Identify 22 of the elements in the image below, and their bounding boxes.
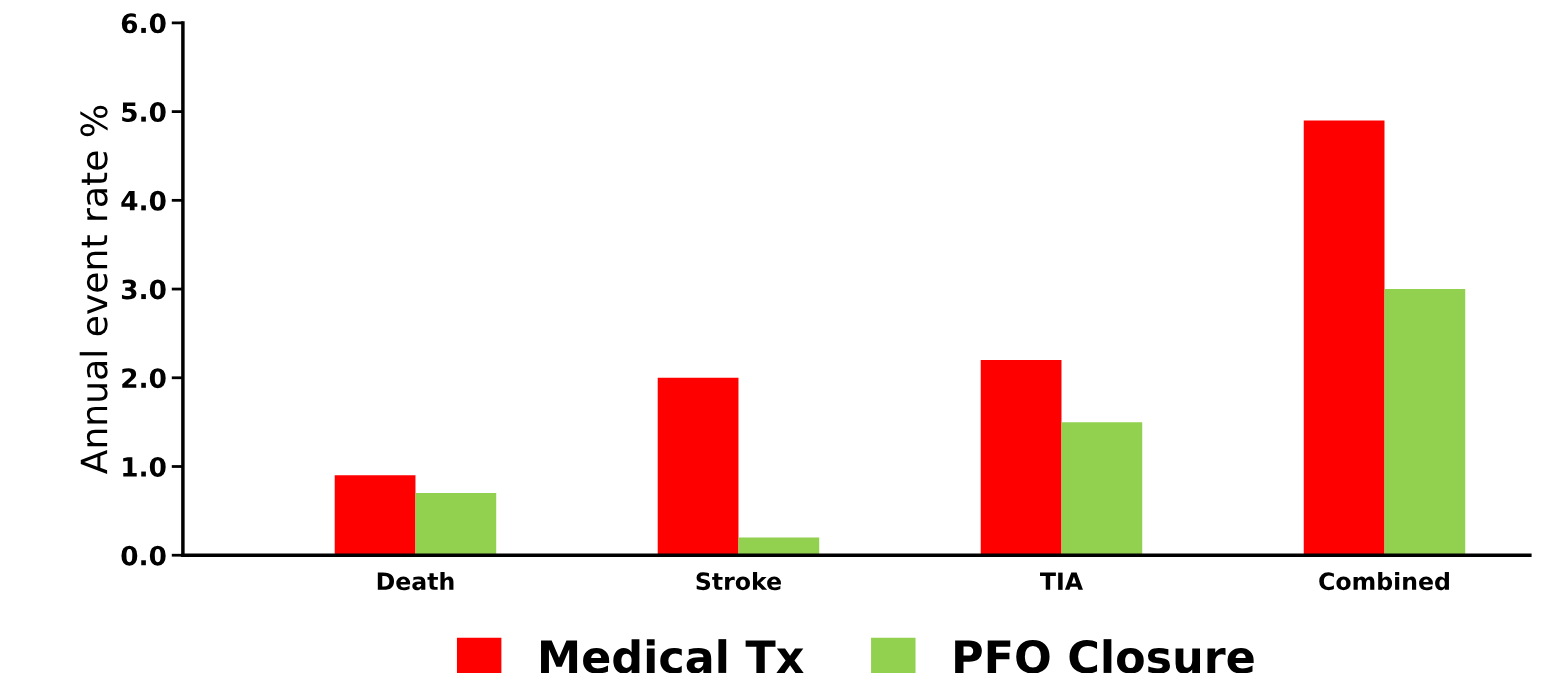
x-tick-label: Stroke	[696, 571, 781, 591]
y-tick-label: 6.0	[121, 13, 166, 34]
bar	[1303, 120, 1385, 556]
bar	[1384, 289, 1466, 556]
bar	[334, 475, 416, 556]
legend-label: PFO Closure	[955, 639, 1254, 673]
x-tick-label: TIA	[1040, 572, 1083, 590]
bar	[980, 360, 1062, 556]
legend-label: Medical Tx	[541, 639, 804, 673]
y-tick-label: 4.0	[121, 190, 166, 211]
y-tick-label: 5.0	[122, 102, 166, 123]
y-axis-title: Annual event rate %	[79, 105, 108, 474]
y-tick-label: 0.0	[121, 545, 166, 566]
y-tick-label: 2.0	[122, 368, 166, 389]
bar	[415, 493, 497, 556]
bar	[657, 377, 739, 556]
x-tick-label: Combined	[1319, 571, 1449, 591]
y-tick-label: 3.0	[121, 279, 166, 300]
bar	[738, 537, 820, 556]
y-tick-label: 1.0	[123, 456, 166, 477]
x-tick-label: Death	[377, 571, 454, 591]
bar	[1061, 422, 1143, 556]
